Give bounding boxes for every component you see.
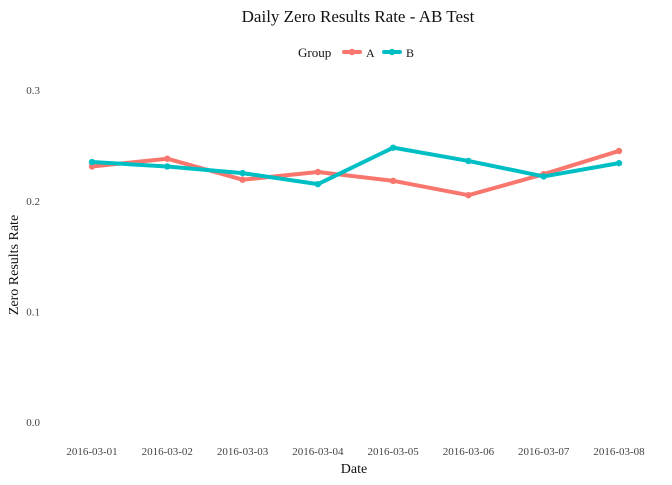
data-point	[164, 163, 171, 170]
y-tick-label: 0.1	[26, 306, 40, 318]
x-tick-label: 2016-03-04	[292, 446, 344, 458]
data-point	[615, 147, 623, 155]
x-tick-label: 2016-03-02	[142, 446, 193, 458]
x-tick-label: 2016-03-07	[518, 446, 570, 458]
x-tick-label: 2016-03-01	[66, 446, 117, 458]
legend-title: Group	[298, 45, 331, 60]
x-axis-ticks: 2016-03-01 2016-03-02 2016-03-03 2016-03-04…	[66, 446, 645, 458]
data-point	[164, 155, 171, 162]
y-tick-label: 0.3	[26, 85, 40, 97]
y-axis-title: Zero Results Rate	[7, 215, 22, 315]
data-point	[239, 176, 246, 183]
y-axis-ticks: 0.0 0.1 0.2 0.3	[26, 85, 40, 429]
x-tick-label: 2016-03-05	[367, 446, 419, 458]
data-point	[465, 157, 472, 165]
data-point	[314, 180, 322, 188]
y-tick-label: 0.0	[26, 417, 40, 429]
series-B	[88, 144, 623, 188]
data-point	[314, 168, 322, 176]
x-axis-title: Date	[341, 462, 367, 477]
data-point	[389, 177, 397, 185]
data-point	[465, 192, 472, 199]
legend-label: B	[406, 46, 414, 60]
legend-item-B: B	[382, 46, 414, 60]
data-point	[389, 144, 397, 151]
series-layer	[88, 144, 623, 199]
legend: Group A B	[298, 45, 414, 60]
data-point	[615, 159, 623, 167]
chart-title: Daily Zero Results Rate - AB Test	[242, 7, 475, 26]
x-tick-label: 2016-03-03	[217, 446, 269, 458]
y-tick-label: 0.2	[26, 196, 40, 208]
legend-label: A	[366, 46, 375, 60]
series-A	[88, 147, 623, 199]
legend-key-point	[348, 48, 356, 56]
data-point	[88, 163, 96, 170]
x-tick-label: 2016-03-06	[443, 446, 495, 458]
legend-key-point	[388, 48, 396, 56]
series-line	[90, 145, 621, 187]
x-tick-label: 2016-03-08	[593, 446, 645, 458]
data-point	[88, 158, 96, 166]
data-point	[540, 173, 547, 180]
series-line	[90, 148, 621, 198]
legend-item-A: A	[342, 46, 375, 60]
data-point	[239, 169, 246, 177]
